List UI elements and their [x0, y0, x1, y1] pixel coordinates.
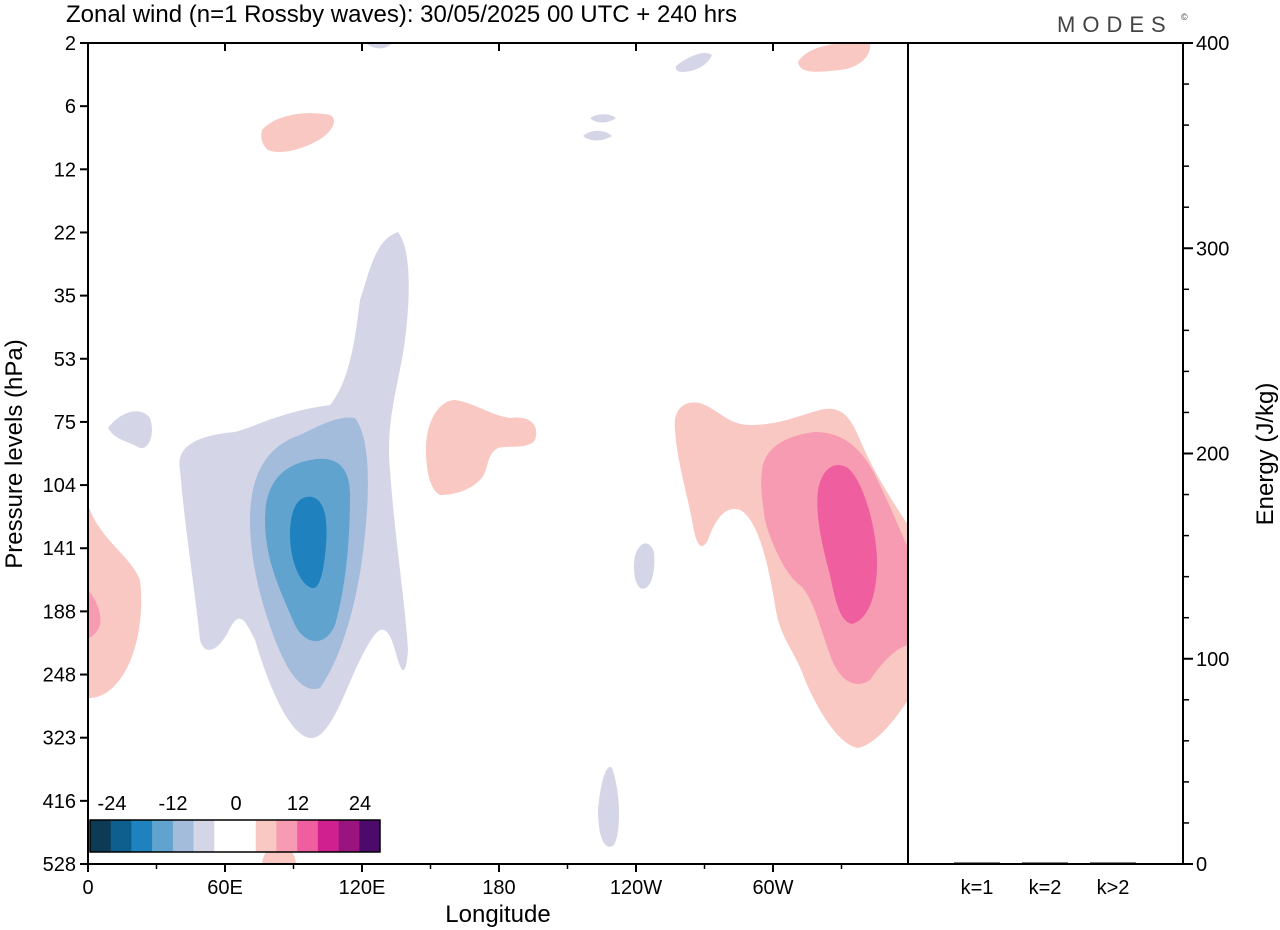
colorbar-label: 12 [287, 793, 309, 815]
heatmap-plot: 0 60E 120E 180 120W 60W 2 6 12 22 35 53 75 104 141 188… [1, 33, 909, 928]
contour-neg-141-120W [634, 543, 655, 589]
energy-category-label: k=2 [1029, 877, 1062, 899]
colorbar-swatch [110, 820, 132, 852]
colorbar: -24 -12 0 12 24 [89, 793, 381, 853]
y-tick-label: 53 [54, 349, 76, 371]
energy-axis-title: Energy (J/kg) [1252, 383, 1279, 526]
y-tick-label: 104 [43, 475, 76, 497]
contour-neg-top-2 [365, 43, 392, 49]
y-tick-label: 528 [43, 854, 76, 876]
energy-y-label: 300 [1196, 238, 1229, 260]
x-tick-label: 0 [82, 877, 93, 899]
contour-pos-60W-level-3 [817, 464, 878, 624]
y-axis: 2 6 12 22 35 53 75 104 141 188 248 323 416 528 [43, 33, 88, 876]
contour-neg-level-4 [290, 496, 327, 589]
chart-title: Zonal wind (n=1 Rossby waves): 30/05/202… [66, 1, 737, 28]
colorbar-label: -12 [159, 793, 188, 815]
colorbar-label: 0 [230, 793, 241, 815]
colorbar-swatch [131, 820, 153, 852]
contour-pos-2hpa [798, 43, 871, 72]
y-tick-label: 75 [54, 412, 76, 434]
energy-y-axis: 0 100 200 300 400 [1183, 33, 1229, 876]
energy-frame [907, 42, 1184, 865]
colorbar-swatch [172, 820, 194, 852]
energy-bar [954, 862, 1000, 864]
y-tick-label: 141 [43, 538, 76, 560]
colorbar-swatch [90, 820, 112, 852]
colorbar-frame [89, 819, 381, 853]
colorbar-swatch [235, 820, 257, 852]
colorbar-swatch [338, 820, 360, 852]
y-tick-label: 416 [43, 791, 76, 813]
energy-y-label: 400 [1196, 33, 1229, 55]
contour-pos-10hpa [261, 113, 335, 153]
x-tick-label: 60W [752, 877, 793, 899]
energy-category-label: k=1 [961, 877, 994, 899]
contour-pos-0-level-2 [88, 590, 101, 638]
colorbar-swatch [276, 820, 298, 852]
contour-neg-9hpa [583, 130, 612, 141]
colorbar-swatch [317, 820, 339, 852]
energy-bar [1090, 862, 1136, 864]
x-tick-label: 180 [482, 877, 515, 899]
contour-layer [88, 43, 908, 864]
y-tick-label: 2 [65, 33, 76, 55]
y-tick-label: 248 [43, 665, 76, 687]
y-tick-label: 188 [43, 601, 76, 623]
y-tick-label: 12 [54, 159, 76, 181]
brand-mark: © [1181, 12, 1188, 22]
energy-category-label: k>2 [1097, 877, 1130, 899]
y-tick-label: 323 [43, 728, 76, 750]
colorbar-label: 24 [349, 793, 371, 815]
colorbar-label: -24 [98, 793, 127, 815]
x-tick-label: 120W [610, 877, 662, 899]
brand-text: MODES [1057, 12, 1173, 37]
energy-y-label: 100 [1196, 649, 1229, 671]
contour-pos-180 [426, 400, 537, 495]
energy-x-axis: k=1 k=2 k>2 [961, 877, 1130, 899]
modes-logo: MODES © [1057, 12, 1188, 37]
colorbar-swatch [193, 820, 215, 852]
energy-y-label: 200 [1196, 444, 1229, 466]
energy-panel: 0 100 200 300 400 k=1 k=2 k>2 Energy (J/kg) [907, 33, 1279, 899]
energy-bars [954, 862, 1136, 864]
colorbar-swatch [152, 820, 174, 852]
energy-bar [1022, 862, 1068, 864]
contour-neg-top-120W [675, 53, 712, 72]
y-tick-label: 35 [54, 286, 76, 308]
contour-pos-0-level-1 [88, 505, 142, 698]
x-tick-label: 60E [207, 877, 243, 899]
contour-neg-small-75 [108, 411, 152, 449]
y-tick-label: 22 [54, 222, 76, 244]
colorbar-swatch [255, 820, 277, 852]
energy-y-label: 0 [1196, 854, 1207, 876]
y-axis-title: Pressure levels (hPa) [1, 339, 28, 568]
x-axis-title: Longitude [445, 901, 550, 928]
x-axis: 0 60E 120E 180 120W 60W [82, 43, 843, 899]
contour-neg-6hpa [590, 114, 616, 123]
y-tick-label: 6 [65, 96, 76, 118]
contour-neg-416 [598, 767, 620, 847]
colorbar-swatch [214, 820, 236, 852]
colorbar-swatch [297, 820, 319, 852]
colorbar-swatch [359, 820, 381, 852]
x-tick-label: 120E [339, 877, 386, 899]
